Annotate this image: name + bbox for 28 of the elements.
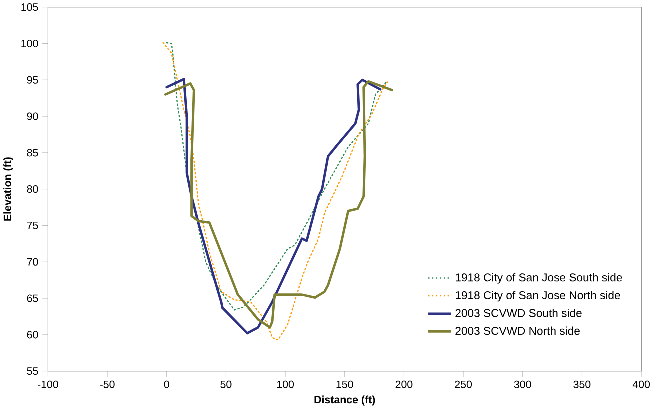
x-tick-label: 400	[632, 380, 650, 388]
x-tick-label: 50	[220, 380, 232, 388]
y-tick-label: 85	[27, 149, 38, 157]
x-tick-label: 150	[336, 380, 354, 388]
legend-label: 2003 SCVWD South side	[456, 308, 582, 318]
legend-label: 1918 City of San Jose South side	[456, 273, 622, 284]
y-tick-label: 75	[27, 222, 38, 230]
y-tick-label: 65	[27, 294, 38, 302]
y-tick-label: 100	[22, 40, 38, 48]
x-tick-label: 100	[277, 380, 294, 388]
y-tick-label: 80	[27, 185, 38, 193]
x-tick-label: 250	[455, 380, 472, 388]
legend-label: 1918 City of San Jose North side	[456, 291, 620, 302]
y-tick-label: 105	[22, 3, 38, 11]
x-axis-title: Distance (ft)	[314, 396, 376, 406]
x-tick-label: 350	[574, 380, 591, 388]
x-tick-label: -50	[100, 380, 115, 388]
x-tick-label: -100	[38, 380, 58, 388]
y-tick-label: 60	[27, 331, 38, 339]
y-axis-title: Elevation (ft)	[4, 157, 14, 221]
x-tick-label: 200	[396, 380, 413, 388]
y-tick-label: 70	[27, 258, 38, 266]
y-tick-label: 95	[27, 76, 38, 84]
legend-label: 2003 SCVWD North side	[456, 326, 580, 335]
y-tick-label: 90	[27, 112, 38, 120]
x-tick-label: 0	[164, 380, 170, 388]
x-tick-label: 300	[514, 380, 532, 388]
y-tick-label: 55	[27, 367, 38, 375]
